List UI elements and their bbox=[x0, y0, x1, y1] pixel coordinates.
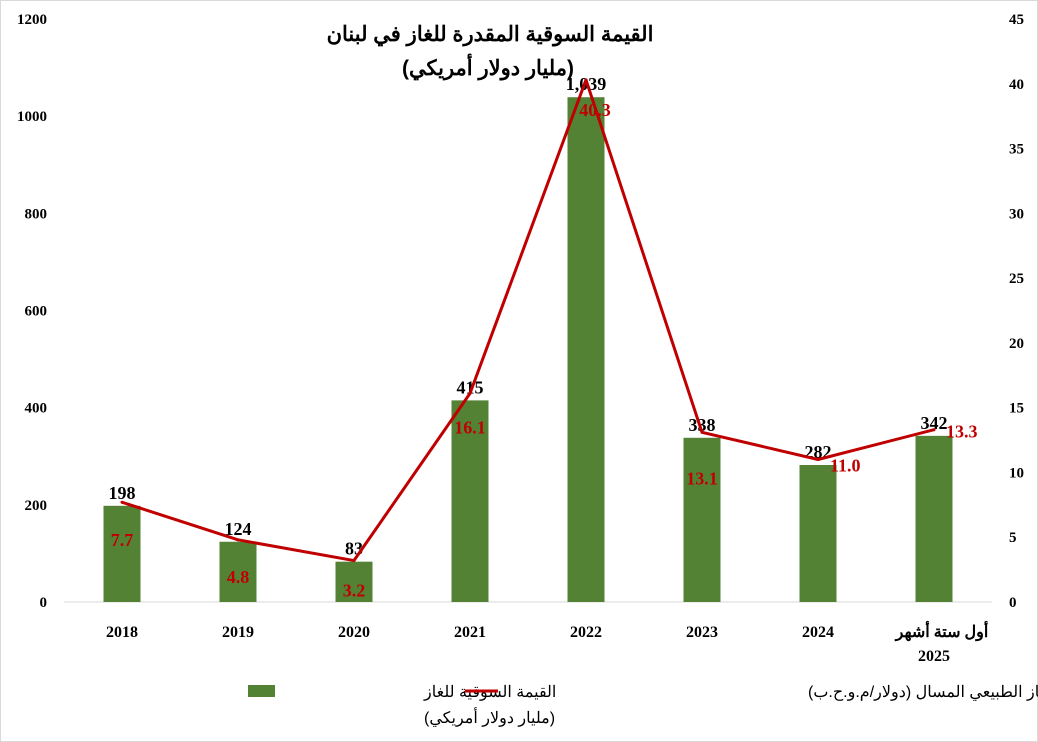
line-value-label: 13.3 bbox=[946, 422, 978, 442]
right-tick-label: 20 bbox=[1009, 336, 1024, 352]
line-value-label: 13.1 bbox=[686, 468, 718, 488]
right-tick-label: 5 bbox=[1009, 530, 1017, 546]
left-tick-label: 1000 bbox=[17, 109, 47, 125]
line-path bbox=[121, 78, 935, 563]
legend-line-label: سعر الغاز الطبيعي المسال (دولار/م.و.ح.ب) bbox=[808, 684, 1038, 701]
bar bbox=[335, 561, 373, 602]
chart-title-line2: (مليار دولار أمريكي) bbox=[402, 53, 574, 81]
right-tick-label: 10 bbox=[1009, 465, 1024, 481]
category-label: 2025 bbox=[918, 648, 950, 665]
bar bbox=[103, 505, 141, 602]
right-tick-label: 0 bbox=[1009, 595, 1017, 611]
line-data-labels: 7.7 4.8 3.2 16.1 40.3 13.1 11.0 13.3 bbox=[111, 100, 978, 601]
category-label: 2020 bbox=[338, 624, 370, 641]
line-value-label: 16.1 bbox=[454, 417, 486, 437]
left-axis: 0 200 400 600 800 1000 1200 bbox=[17, 12, 47, 611]
right-tick-label: 25 bbox=[1009, 271, 1024, 287]
bar-value-label: 83 bbox=[345, 539, 363, 559]
line-value-label: 4.8 bbox=[227, 567, 250, 587]
bar bbox=[451, 400, 489, 602]
bar-series bbox=[103, 97, 953, 602]
category-label: 2021 bbox=[454, 624, 486, 641]
right-axis: 0 5 10 15 20 25 30 35 40 45 bbox=[1009, 12, 1024, 611]
line-point bbox=[584, 78, 588, 82]
line-point bbox=[468, 391, 472, 395]
line-value-label: 11.0 bbox=[830, 455, 861, 475]
bar bbox=[683, 437, 721, 602]
bar bbox=[219, 541, 257, 602]
category-label: 2019 bbox=[222, 624, 254, 641]
bar bbox=[915, 435, 953, 602]
line-point bbox=[932, 428, 936, 432]
line-point bbox=[816, 457, 820, 461]
category-label: أول ستة أشهر bbox=[895, 620, 989, 642]
category-label: 2022 bbox=[570, 624, 602, 641]
right-tick-label: 15 bbox=[1009, 401, 1024, 417]
bar-value-label: 124 bbox=[225, 519, 252, 539]
legend: القيمة السوقية للغاز (مليار دولار أمريكي… bbox=[248, 684, 1038, 727]
bar-value-label: 342 bbox=[921, 413, 948, 433]
left-tick-label: 1200 bbox=[17, 12, 47, 28]
right-tick-label: 30 bbox=[1009, 206, 1024, 222]
line-value-label: 40.3 bbox=[579, 100, 611, 120]
line-series bbox=[120, 78, 936, 563]
left-tick-label: 800 bbox=[25, 206, 48, 222]
chart-title-line1: القيمة السوقية المقدرة للغاز في لبنان bbox=[327, 23, 654, 47]
bar bbox=[567, 97, 605, 602]
bar-value-label: 338 bbox=[689, 415, 716, 435]
category-label: 2024 bbox=[802, 624, 834, 641]
bar-value-label: 198 bbox=[109, 483, 136, 503]
left-tick-label: 0 bbox=[40, 595, 48, 611]
bar bbox=[799, 464, 837, 602]
right-tick-label: 35 bbox=[1009, 142, 1024, 158]
line-point bbox=[700, 430, 704, 434]
category-label: 2018 bbox=[106, 624, 138, 641]
category-label: 2023 bbox=[686, 624, 718, 641]
right-tick-label: 45 bbox=[1009, 12, 1024, 28]
legend-bar-label-line2: (مليار دولار أمريكي) bbox=[424, 707, 555, 727]
line-point bbox=[120, 500, 124, 504]
right-tick-label: 40 bbox=[1009, 77, 1024, 93]
legend-bar-swatch bbox=[248, 685, 275, 697]
bar-value-label: 415 bbox=[457, 377, 484, 397]
left-tick-label: 600 bbox=[25, 304, 48, 320]
line-point bbox=[236, 538, 240, 542]
left-tick-label: 200 bbox=[25, 498, 48, 514]
line-value-label: 3.2 bbox=[343, 581, 366, 601]
line-value-label: 7.7 bbox=[111, 530, 134, 550]
category-labels: 2018 2019 2020 2021 2022 2023 2024 أول ستة أشهر… bbox=[106, 620, 988, 665]
line-point bbox=[352, 559, 356, 563]
left-tick-label: 400 bbox=[25, 401, 48, 417]
